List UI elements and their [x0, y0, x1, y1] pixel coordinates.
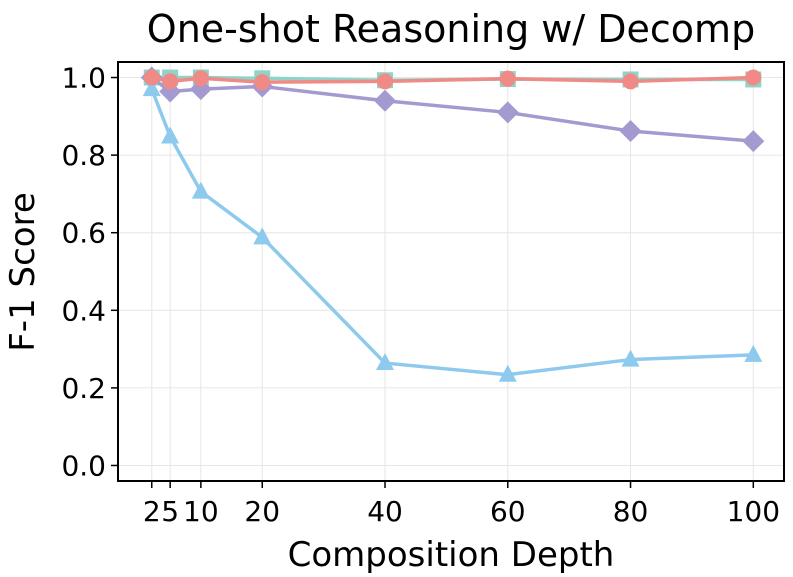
series-line-diamond: [150, 76, 754, 143]
data-point-circle: [377, 73, 394, 90]
plot-frame: [117, 61, 785, 482]
tick-layer: 0.0 0.2 0.4 0.6 0.8 1.0 2 5 10 20 40 60 80 100: [61, 62, 780, 528]
series-circle: [143, 69, 762, 91]
series-line-triangle: [150, 88, 754, 377]
data-point-diamond: [742, 130, 765, 153]
data-point-circle: [622, 73, 639, 90]
data-point-triangle: [191, 181, 210, 199]
data-point-circle: [143, 69, 160, 86]
x-tick-label: 40: [367, 495, 403, 528]
x-tick-label: 5: [161, 495, 179, 528]
series-triangle: [142, 79, 763, 382]
data-point-triangle: [498, 364, 517, 382]
data-point-circle: [162, 73, 179, 90]
data-point-triangle: [161, 126, 180, 144]
data-point-triangle: [253, 227, 272, 245]
y-tick-label: 1.0: [61, 62, 106, 95]
y-tick-label: 0.2: [61, 372, 106, 405]
x-tick-label: 20: [244, 495, 280, 528]
data-point-triangle: [142, 79, 161, 97]
data-point-diamond: [619, 120, 642, 143]
x-tick-label: 80: [613, 495, 649, 528]
data-point-circle: [192, 70, 209, 87]
x-tick-label: 100: [727, 495, 780, 528]
x-tick-label: 2: [143, 495, 161, 528]
data-point-diamond: [374, 89, 397, 112]
grid-layer: [118, 62, 784, 481]
data-point-circle: [254, 74, 271, 91]
x-axis-label: Composition Depth: [288, 535, 615, 575]
data-point-diamond: [496, 101, 519, 124]
y-axis-label: F-1 Score: [3, 192, 43, 352]
y-tick-label: 0.8: [61, 139, 106, 172]
x-tick-label: 60: [490, 495, 526, 528]
data-point-triangle: [621, 349, 640, 367]
data-point-circle: [499, 70, 516, 87]
data-point-triangle: [744, 344, 763, 362]
y-tick-label: 0.0: [61, 449, 106, 482]
data-point-triangle: [376, 353, 395, 371]
data-point-circle: [745, 69, 762, 86]
series-layer: [140, 66, 765, 382]
y-tick-label: 0.6: [61, 217, 106, 250]
y-tick-label: 0.4: [61, 294, 106, 327]
x-tick-label: 10: [183, 495, 219, 528]
chart-title: One-shot Reasoning w/ Decomp: [147, 7, 755, 51]
